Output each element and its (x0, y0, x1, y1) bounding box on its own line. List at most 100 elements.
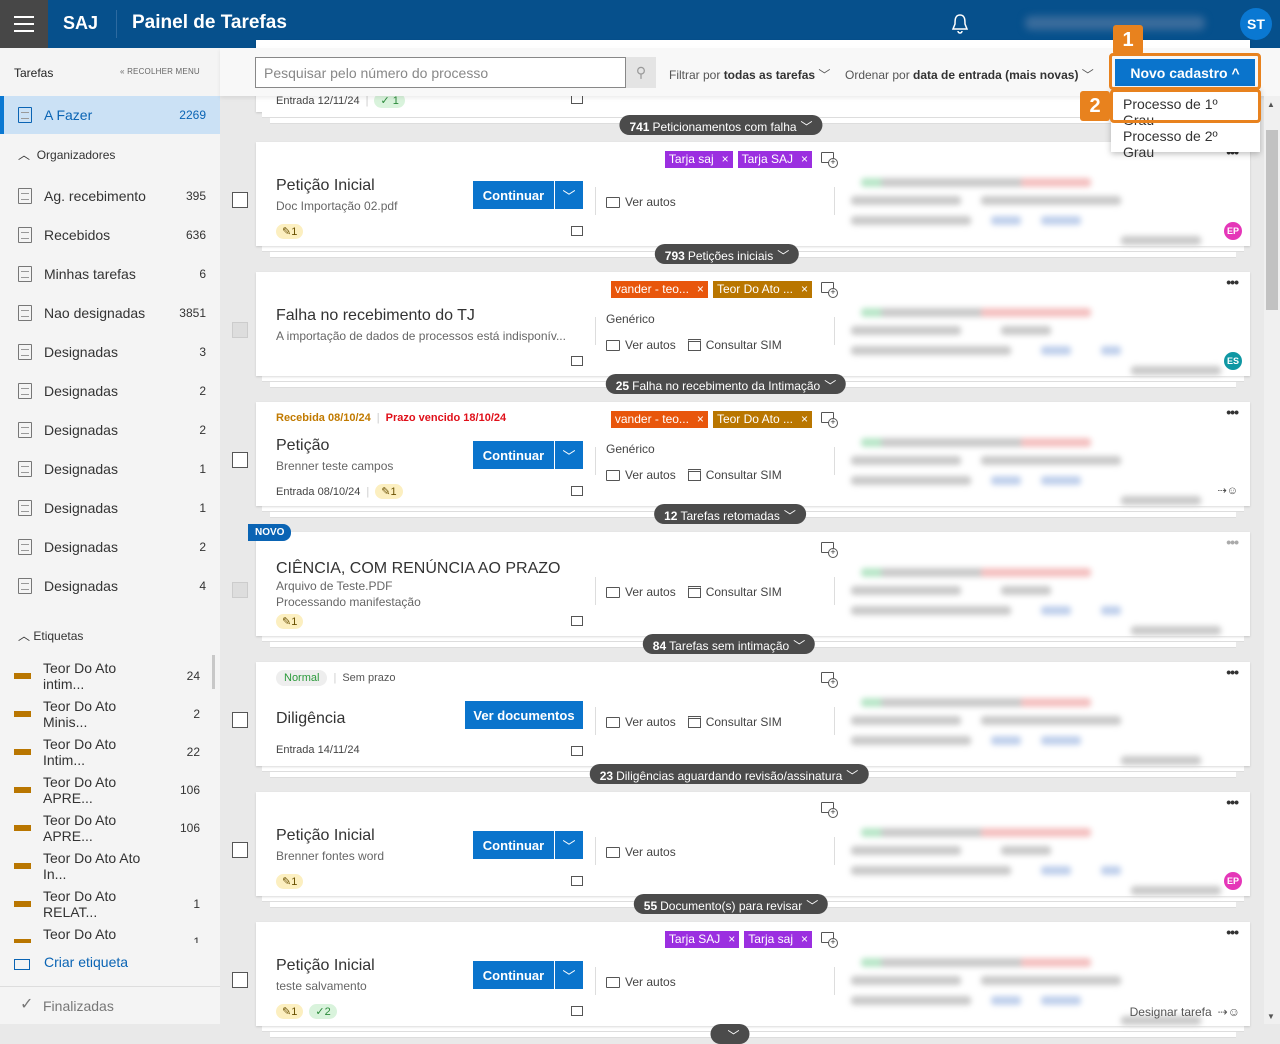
view-records-link[interactable]: Ver autos (606, 845, 676, 859)
scroll-up-icon[interactable]: ▲ (1267, 100, 1275, 109)
task-checkbox[interactable] (232, 842, 248, 858)
continue-button[interactable]: Continuar (473, 831, 554, 859)
sidebar-item-organizer[interactable]: Recebidos 636 (0, 216, 220, 254)
group-toggle-pill[interactable]: 12 Tarefas retomadas ﹀ (654, 504, 806, 524)
sidebar-item-organizer[interactable]: Designadas 4 (0, 567, 220, 605)
group-toggle-pill[interactable]: 793 Petições iniciais ﹀ (654, 244, 800, 264)
sidebar-item-organizer[interactable]: Designadas 2 (0, 528, 220, 566)
close-icon[interactable]: × (800, 412, 808, 426)
menu-icon[interactable] (0, 0, 48, 48)
close-icon[interactable]: × (696, 282, 704, 296)
group-toggle-pill[interactable]: 55 Documento(s) para revisar ﹀ (633, 894, 829, 914)
tag-chip[interactable]: vander - teo... × (610, 411, 708, 428)
sidebar-item-organizer[interactable]: Ag. recebimento 395 (0, 177, 220, 215)
filter-dropdown[interactable]: Filtrar por todas as tarefas ﹀ (669, 66, 830, 83)
new-registration-button[interactable]: Novo cadastro ^ (1115, 59, 1255, 86)
create-tag-button[interactable]: Criar etiqueta (0, 943, 220, 987)
continue-options-button[interactable]: ﹀ (555, 961, 583, 989)
group-toggle-pill[interactable]: 23 Diligências aguardando revisão/assinat… (589, 764, 869, 784)
assignee-avatar[interactable]: ES (1224, 352, 1242, 370)
group-toggle-pill[interactable]: 741 Peticionamentos com falha ﹀ (619, 115, 823, 135)
add-tag-icon[interactable] (821, 802, 838, 818)
continue-button[interactable]: Continuar (473, 441, 554, 469)
continue-options-button[interactable]: ﹀ (555, 441, 583, 469)
group-toggle-pill[interactable]: 25 Falha no recebimento da Intimação ﹀ (605, 374, 847, 394)
sidebar-item-organizer[interactable]: Designadas 1 (0, 450, 220, 488)
sidebar-item-organizer[interactable]: Designadas 3 (0, 333, 220, 371)
assignee-avatar[interactable]: EP (1224, 872, 1242, 890)
comment-icon[interactable] (571, 876, 583, 886)
sidebar-tag-item[interactable]: Teor Do Ato Minis... 2 (0, 695, 212, 733)
task-checkbox[interactable] (232, 192, 248, 208)
more-options-icon[interactable]: ••• (1226, 404, 1239, 420)
tags-scrollbar[interactable] (212, 655, 215, 689)
sidebar-item-organizer[interactable]: Nao designadas 3851 (0, 294, 220, 332)
scrollbar-thumb[interactable] (1266, 130, 1278, 310)
group-toggle-pill[interactable]: ﹀ (710, 1024, 750, 1044)
sort-dropdown[interactable]: Ordenar por data de entrada (mais novas)… (845, 66, 1094, 83)
task-checkbox[interactable] (232, 712, 248, 728)
tag-chip[interactable]: Teor Do Ato ... × (712, 281, 812, 298)
more-options-icon[interactable]: ••• (1226, 924, 1239, 940)
search-input[interactable]: Pesquisar pelo número do processo (255, 57, 626, 88)
more-options-icon[interactable]: ••• (1226, 534, 1239, 550)
assign-task-button[interactable]: Designar tarefa ⇢☺ (1130, 1005, 1240, 1019)
sidebar-tag-item[interactable]: Teor Do Ato APRE... 106 (0, 771, 212, 809)
add-tag-icon[interactable] (821, 152, 838, 168)
add-tag-icon[interactable] (821, 412, 838, 428)
comment-icon[interactable] (571, 1006, 583, 1016)
add-tag-icon[interactable] (821, 932, 838, 948)
view-records-link[interactable]: Ver autos (606, 468, 676, 482)
tag-chip[interactable]: Tarja SAJ × (664, 931, 740, 948)
menu-item-first-instance[interactable]: Processo de 1º Grau (1123, 96, 1218, 128)
assignee-avatar[interactable]: EP (1224, 222, 1242, 240)
close-icon[interactable]: × (800, 152, 808, 166)
more-options-icon[interactable]: ••• (1226, 274, 1239, 290)
view-records-link[interactable]: Ver autos (606, 585, 676, 599)
assign-user-icon[interactable]: ⇢☺ (1217, 485, 1238, 497)
add-tag-icon[interactable] (821, 542, 838, 558)
add-tag-icon[interactable] (821, 282, 838, 298)
comment-icon[interactable] (571, 486, 583, 496)
finished-item[interactable]: ✓ Finalizadas (0, 992, 220, 1024)
tag-chip[interactable]: Tarja SAJ × (737, 151, 812, 168)
continue-button[interactable]: Continuar (473, 961, 554, 989)
continue-options-button[interactable]: ﹀ (555, 831, 583, 859)
view-records-link[interactable]: Ver autos (606, 975, 676, 989)
more-options-icon[interactable]: ••• (1226, 664, 1239, 680)
sidebar-tag-item[interactable]: Teor Do Ato Ato In... (0, 847, 212, 885)
menu-item-second-instance[interactable]: Processo de 2º Grau (1123, 128, 1218, 160)
continue-options-button[interactable]: ﹀ (555, 181, 583, 209)
tags-section-toggle[interactable]: ︿ Etiquetas (18, 627, 83, 644)
close-icon[interactable]: × (721, 152, 729, 166)
view-records-link[interactable]: Ver autos (606, 338, 676, 352)
main-scrollbar[interactable] (1264, 96, 1280, 1024)
search-icon[interactable]: ⚲ (626, 57, 656, 88)
view-records-link[interactable]: Ver autos (606, 715, 676, 729)
consult-sim-link[interactable]: Consultar SIM (687, 338, 782, 352)
group-toggle-pill[interactable]: 84 Tarefas sem intimação ﹀ (642, 634, 816, 654)
collapse-menu-button[interactable]: « RECOLHER MENU (120, 67, 200, 76)
view-records-link[interactable]: Ver autos (606, 195, 676, 209)
close-icon[interactable]: × (800, 932, 808, 946)
tag-chip[interactable]: Teor Do Ato ... × (712, 411, 812, 428)
task-card[interactable]: Normal | Sem prazo Diligência Ver documentos… (256, 662, 1250, 766)
consult-sim-link[interactable]: Consultar SIM (687, 468, 782, 482)
continue-button[interactable]: Continuar (473, 181, 554, 209)
user-avatar[interactable]: ST (1240, 8, 1272, 40)
view-documents-button[interactable]: Ver documentos (465, 701, 583, 729)
sidebar-item-a-fazer[interactable]: A Fazer 2269 (0, 96, 220, 134)
tag-chip[interactable]: vander - teo... × (610, 281, 708, 298)
close-icon[interactable]: × (696, 412, 704, 426)
brand-logo[interactable]: SAJ (63, 13, 99, 33)
task-card[interactable]: NOVO CIÊNCIA, COM RENÚNCIA AO PRAZO Arquiv… (248, 524, 1250, 636)
comment-icon[interactable] (571, 616, 583, 626)
sidebar-item-organizer[interactable]: Designadas 2 (0, 372, 220, 410)
tag-chip[interactable]: Tarja saj × (744, 931, 812, 948)
consult-sim-link[interactable]: Consultar SIM (687, 715, 782, 729)
comment-icon[interactable] (571, 226, 583, 236)
close-icon[interactable]: × (800, 282, 808, 296)
sidebar-tag-item[interactable]: Teor Do Ato APRE... 106 (0, 809, 212, 847)
sidebar-item-organizer[interactable]: Designadas 1 (0, 489, 220, 527)
comment-icon[interactable] (571, 746, 583, 756)
